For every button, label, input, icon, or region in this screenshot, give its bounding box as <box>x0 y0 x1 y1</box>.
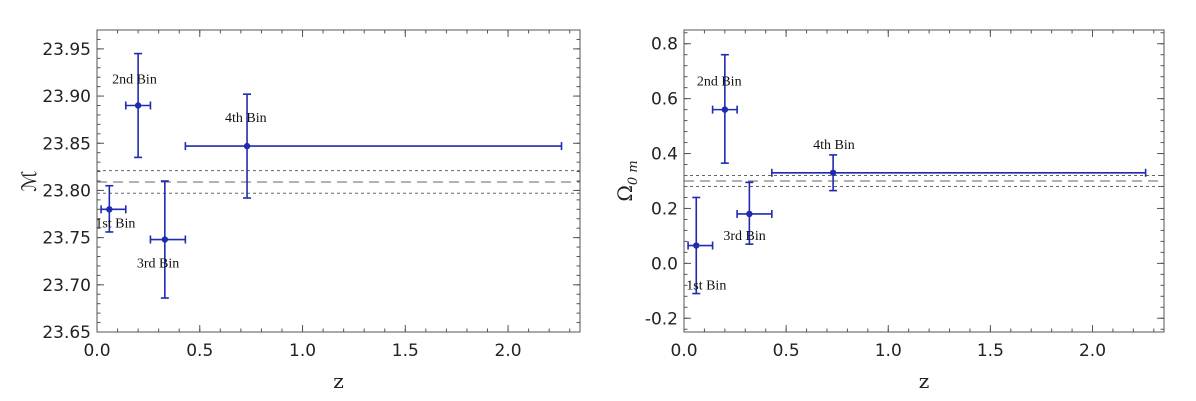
bin-label: 4th Bin <box>813 138 855 153</box>
y-tick-label: -0.2 <box>645 309 678 329</box>
y-tick-label: 0.8 <box>651 35 678 55</box>
data-point-group: 4th Bin <box>184 93 563 199</box>
y-tick-label: 0.6 <box>651 90 678 110</box>
bin-label: 2nd Bin <box>697 75 742 90</box>
y-tick-label: 23.95 <box>42 40 91 60</box>
bin-label: 1st Bin <box>95 216 135 231</box>
data-point <box>721 106 729 113</box>
plot-frame <box>96 29 581 333</box>
data-point <box>693 242 700 249</box>
x-tick-label: 0.0 <box>83 341 110 361</box>
y-tick-label: 0.0 <box>651 254 678 274</box>
x-tick-label: 2.0 <box>495 341 522 361</box>
x-axis-title: z <box>333 369 344 393</box>
y-tick-label: 23.70 <box>42 276 91 296</box>
y-tick-label: 23.80 <box>42 181 91 201</box>
data-point-group: 3rd Bin <box>723 181 773 245</box>
data-point-group: 2nd Bin <box>697 53 742 164</box>
bin-label: 3rd Bin <box>723 229 765 244</box>
y-tick-label: 23.65 <box>42 323 91 343</box>
x-tick-label: 0.5 <box>773 341 800 361</box>
x-tick-label: 1.0 <box>875 341 902 361</box>
panel-m-vs-z: 0.0 0.5 1.0 1.5 2.0 23.65 23.70 23.75 23.80 23.85… <box>17 29 581 393</box>
y-axis-title: ℳ <box>17 170 41 191</box>
y-axis-title-subscript: 0 m <box>626 160 641 185</box>
data-point-group: 3rd Bin <box>137 180 187 299</box>
bin-label: 1st Bin <box>686 279 726 294</box>
panel-omega-vs-z: 0.0 0.5 1.0 1.5 2.0 -0.2 0.0 0.2 0.4 0.6 0.8 z Ω0 m 1… <box>613 29 1165 393</box>
bin-label: 3rd Bin <box>137 257 179 272</box>
data-point-group: 1st Bin <box>95 184 135 233</box>
data-point <box>243 142 251 150</box>
data-point <box>106 206 113 213</box>
x-tick-label: 1.5 <box>392 341 419 361</box>
x-tick-label: 0.5 <box>186 341 213 361</box>
y-tick-label: 23.85 <box>42 134 91 154</box>
y-tick-label: 23.90 <box>42 87 91 107</box>
x-tick-label: 2.0 <box>1079 341 1106 361</box>
bin-label: 4th Bin <box>225 111 267 126</box>
data-point <box>829 169 837 176</box>
data-point-group: 2nd Bin <box>112 52 157 159</box>
bin-label: 2nd Bin <box>112 73 157 88</box>
y-tick-label: 0.2 <box>651 199 678 219</box>
x-tick-label: 1.5 <box>977 341 1004 361</box>
y-tick-label: 0.4 <box>651 145 678 165</box>
data-point <box>134 102 142 109</box>
data-point-group: 4th Bin <box>771 138 1147 192</box>
data-point-group: 1st Bin <box>686 196 726 295</box>
x-tick-label: 0.0 <box>670 341 697 361</box>
x-tick-label: 1.0 <box>289 341 316 361</box>
y-axis-title: Ω0 m <box>613 160 641 201</box>
y-tick-label: 23.75 <box>42 229 91 249</box>
data-point <box>161 236 169 243</box>
x-axis-title: z <box>919 369 930 393</box>
data-point <box>746 210 753 218</box>
